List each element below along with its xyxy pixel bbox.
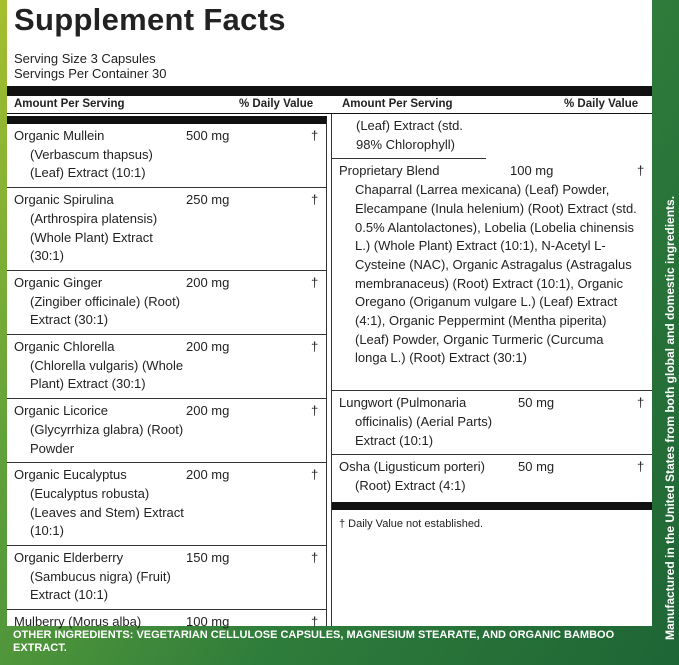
ingredient-description: (Arthrospira platensis) (Whole Plant) Ex… (30, 210, 158, 264)
side-note: Manufactured in the United States from b… (663, 195, 677, 640)
ingredient-name: Lungwort (Pulmonaria (339, 395, 467, 411)
ingredient-name: Osha (Ligusticum (339, 459, 441, 475)
ingredient-text: Mulberry (Morus alba) (14, 613, 189, 632)
ingredient-text: Lungwort (Pulmonaria officinalis) (Aeria… (339, 394, 520, 450)
ingredient-text: Organic Eucalyptus (Eucalyptus robusta) (… (14, 466, 189, 541)
daily-value: † (311, 192, 319, 208)
ingredient-description: officinalis) (Aerial Parts) Extract (10:… (355, 413, 493, 448)
ingredient-description: (Eucalyptus robusta) (Leaves and Stem) E… (30, 485, 184, 539)
ingredient-row: Organic Mullein (Verbascum thapsus) (Leaf… (7, 124, 326, 189)
daily-value: † (311, 128, 319, 143)
ingredient-row: Organic Ginger (Zingiber officinale) (Roo… (7, 271, 326, 336)
other-ingredients: OTHER INGREDIENTS: VEGETARIAN CELLULOSE … (13, 629, 615, 654)
daily-value: † (637, 395, 645, 411)
ingredient-text: Osha (Ligusticum porteri) (Root) Extract… (339, 458, 520, 495)
ingredient-name: Organic Ginger (14, 274, 103, 290)
daily-value: † (311, 403, 319, 419)
servings-per-container: Servings Per Container 30 (14, 66, 167, 81)
ingredient-row: Organic Eucalyptus (Eucalyptus robusta) (… (7, 463, 326, 547)
ingredient-description: porteri) (Root) Extract (4:1) (355, 459, 485, 493)
title: Supplement Facts (14, 2, 286, 37)
daily-value: † (311, 614, 319, 630)
daily-value: † (637, 459, 645, 475)
amount: 50 mg (518, 459, 555, 475)
amount: 50 mg (518, 395, 555, 411)
amount: 200 mg (186, 274, 230, 290)
ingredient-text: Organic Spirulina (Arthrospira platensis)… (14, 191, 189, 266)
ingredient-row: Lungwort (Pulmonaria officinalis) (Aeria… (332, 391, 652, 456)
left-column: Organic Mullein (Verbascum thapsus) (Leaf… (7, 116, 327, 629)
ingredient-description: Chaparral (Larrea mexicana) (Leaf) Powde… (355, 182, 637, 366)
ingredient-name: Organic Licorice (14, 403, 108, 419)
ingredient-text: Organic Chlorella (Chlorella vulgaris) (W… (14, 338, 189, 394)
amount: 150 mg (186, 550, 230, 566)
ingredient-name: Organic Eucalyptus (14, 467, 127, 483)
amount: 500 mg (186, 128, 230, 143)
continuation: (Leaf) Extract (std. 98% Chlorophyll) (332, 114, 486, 160)
ingredient-description: (Zingiber officinale) (Root) Extract (30… (30, 293, 181, 328)
ingredient-row: Organic Licorice (Glycyrrhiza glabra) (Ro… (7, 399, 326, 464)
daily-value: † (637, 163, 645, 179)
ingredient-description: (Glycyrrhiza glabra) (Root) Powder (30, 421, 184, 456)
ingredient-row: Organic Chlorella (Chlorella vulgaris) (W… (7, 335, 326, 400)
ingredient-text: Organic Elderberry (Sambucus nigra) (Frui… (14, 549, 189, 605)
dv-header: % Daily Value (564, 98, 639, 110)
footnote: † Daily Value not established. (339, 517, 484, 530)
facts-panel: Supplement Facts Serving Size 3 Capsules… (7, 0, 652, 629)
amount-header: Amount Per Serving (14, 98, 125, 110)
amount: 100 mg (510, 163, 554, 179)
ingredient-row: Mulberry (Morus alba) 100 mg † (7, 610, 326, 636)
ingredient-row: Organic Elderberry (Sambucus nigra) (Frui… (7, 546, 326, 611)
ingredient-description: (Chlorella vulgaris) (Whole Plant) Extra… (30, 357, 184, 392)
ingredient-name: Organic Spirulina (14, 192, 114, 208)
ingredient-name: Mulberry (Morus alba) (14, 614, 142, 630)
daily-value: † (311, 467, 319, 483)
ingredient-name: Organic Chlorella (14, 339, 115, 355)
amount: 200 mg (186, 339, 230, 355)
rule (7, 113, 652, 114)
daily-value: † (311, 339, 319, 355)
daily-value: † (311, 550, 319, 566)
dv-header: % Daily Value (239, 98, 314, 110)
amount: 200 mg (186, 467, 230, 483)
ingredient-description: (Verbascum thapsus) (Leaf) Extract (10:1… (30, 146, 153, 181)
ingredient-text: Organic Mullein (Verbascum thapsus) (Leaf… (14, 127, 189, 183)
ingredient-text: Proprietary Blend Chaparral (Larrea mexic… (339, 162, 639, 368)
ingredient-name: Organic Elderberry (14, 550, 124, 566)
thick-rule (7, 86, 652, 96)
amount: 200 mg (186, 403, 230, 419)
amount: 250 mg (186, 192, 230, 208)
ingredient-text: Organic Ginger (Zingiber officinale) (Roo… (14, 274, 189, 330)
amount-header: Amount Per Serving (342, 98, 453, 110)
ingredient-description: (Sambucus nigra) (Fruit) Extract (10:1) (30, 568, 171, 603)
ingredient-name: Proprietary Blend (339, 163, 440, 179)
ingredient-row: Organic Spirulina (Arthrospira platensis)… (7, 188, 326, 271)
amount: 100 mg (186, 614, 230, 630)
serving-size: Serving Size 3 Capsules (14, 51, 156, 66)
daily-value: † (311, 274, 319, 290)
ingredient-row: Proprietary Blend Chaparral (Larrea mexic… (332, 159, 652, 392)
ingredient-name: Organic Mullein (14, 128, 105, 143)
right-column: (Leaf) Extract (std. 98% Chlorophyll) Pro… (331, 114, 652, 626)
ingredient-text: Organic Licorice (Glycyrrhiza glabra) (Ro… (14, 402, 189, 458)
ingredient-row: Osha (Ligusticum porteri) (Root) Extract… (332, 455, 652, 510)
